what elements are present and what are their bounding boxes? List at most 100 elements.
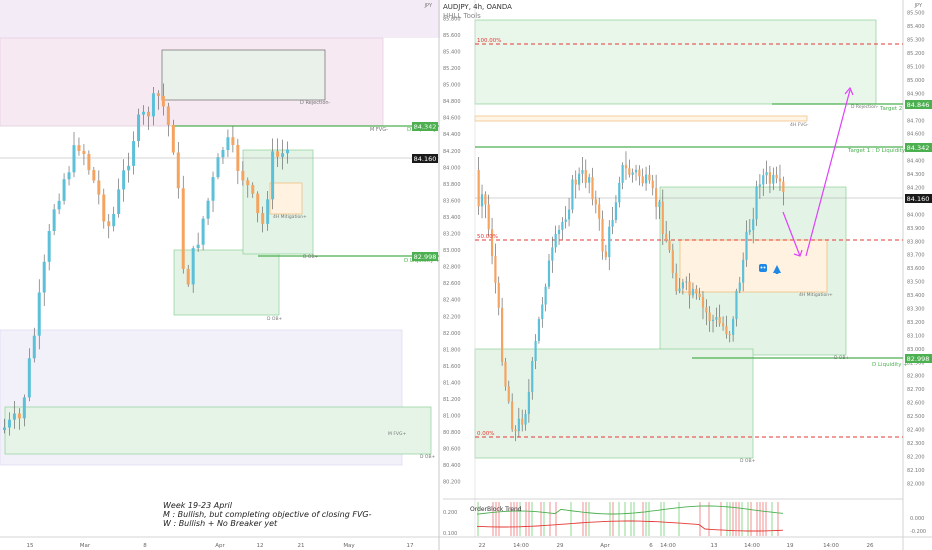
ob-trend-bar — [720, 502, 722, 536]
candle-body — [241, 170, 245, 181]
y-tick-right: 82.100 — [907, 468, 925, 474]
candle-body — [271, 151, 275, 200]
candle-body — [132, 141, 136, 166]
ob-trend-bar — [540, 502, 542, 536]
candle-body — [608, 226, 611, 258]
y-tick-right: 84.700 — [907, 118, 925, 124]
y-tick-right: 82.000 — [907, 481, 925, 487]
x-tick-right: Apr — [600, 543, 610, 549]
candle-body — [186, 268, 190, 285]
candle-body — [534, 340, 537, 361]
candle-body — [261, 213, 265, 224]
label-d-rejection-left: D Rejection- — [300, 100, 331, 106]
y-tick-right: 84.600 — [907, 132, 925, 138]
candle-body — [37, 292, 41, 336]
candle-body — [675, 272, 678, 292]
candle-body — [721, 323, 725, 327]
y-tick-left: 84.000 — [443, 165, 461, 171]
candle-body — [547, 260, 551, 287]
candle-body — [22, 397, 26, 419]
candle-body — [752, 219, 755, 231]
candle-body — [127, 165, 131, 171]
candle-body — [122, 170, 126, 190]
x-tick-right: 14:00 — [660, 543, 676, 549]
x-tick-right: 14:00 — [744, 543, 760, 549]
candle-body — [574, 179, 577, 185]
price-tag-left-82998: 82.998 — [412, 252, 438, 261]
candle-body — [196, 244, 200, 249]
ob-trend-bar — [747, 502, 749, 536]
label-fib-100: 100.00% — [477, 38, 501, 44]
y-tick-right: 82.500 — [907, 414, 925, 420]
d-ob-box-left — [173, 249, 280, 316]
candle-body — [490, 229, 494, 257]
y-tick-right: 84.200 — [907, 186, 925, 192]
candle-body — [27, 358, 31, 398]
candle-body — [276, 151, 280, 157]
x-tick-left: Mar — [80, 543, 91, 549]
y-tick-left: 83.000 — [443, 248, 461, 254]
indicator-tick-right: 0.000 — [910, 516, 924, 522]
candle-body — [507, 386, 510, 402]
candle-body — [691, 288, 695, 296]
x-tick-left: Apr — [215, 543, 225, 549]
x-tick-right: 13 — [711, 543, 718, 549]
d-rejection-box — [161, 49, 326, 101]
projection-arrow — [782, 86, 854, 257]
svg-text:84.160: 84.160 — [907, 195, 930, 203]
y-tick-left: 82.800 — [443, 265, 461, 271]
h4-mitigation-box-left — [269, 182, 303, 215]
x-tick-left: 15 — [27, 543, 34, 549]
ob-trend-bar — [645, 502, 647, 536]
ob-trend-bar — [582, 502, 584, 536]
y-tick-right: 82.400 — [907, 428, 925, 434]
x-axis-right: 22 14:00 29 Apr 6 14:00 13 14:00 19 14:00 26 0.000 -… — [479, 516, 927, 549]
ob-trend-bar — [777, 502, 779, 536]
candle-body — [181, 188, 185, 269]
candle-body — [762, 175, 765, 185]
ob-trend-bar — [771, 502, 773, 536]
ob-trend-bar — [750, 502, 752, 536]
ob-trend-bar — [495, 502, 497, 536]
d-ob-box-right-2 — [474, 348, 754, 459]
candle-body — [281, 153, 285, 157]
candle-body — [517, 418, 520, 432]
y-tick-right: 82.700 — [907, 387, 925, 393]
ob-trend-bar — [726, 502, 728, 536]
y-tick-right: 82.300 — [907, 441, 925, 447]
ob-trend-bar — [618, 502, 620, 536]
ob-trend-bar — [570, 502, 572, 536]
candle-body — [551, 247, 554, 261]
label-h4-fvg-right: 4H FVG- — [790, 122, 809, 128]
candle-body — [685, 281, 688, 283]
label-h4-mitigation-right: 4H Mitigation+ — [799, 292, 833, 298]
ob-trend-bar — [708, 502, 710, 536]
candle-body — [201, 218, 205, 245]
candle-body — [47, 231, 51, 262]
ob-trend-bar — [762, 502, 764, 536]
indicator-name: HHLL Tools — [443, 12, 481, 20]
caption-line-2: M : Bullish, but completing objective of… — [163, 510, 372, 519]
candle-body — [266, 199, 270, 224]
candle-body — [514, 429, 517, 432]
candle-body — [511, 401, 514, 430]
y-tick-left: 81.200 — [443, 397, 461, 403]
unit-label-left: JPY — [424, 3, 433, 9]
candle-body — [661, 201, 664, 234]
candle-body — [624, 165, 628, 169]
h4-mitigation-box-right — [679, 239, 828, 293]
ob-trend-bar — [510, 502, 512, 536]
y-tick-right: 85.500 — [907, 11, 925, 17]
y-tick-right: 84.300 — [907, 172, 925, 178]
candle-body — [557, 229, 561, 235]
orderblock-trend-indicator — [476, 502, 784, 536]
candle-body — [102, 194, 106, 222]
ob-trend-bar — [492, 502, 494, 536]
y-tick-left: 85.600 — [443, 33, 461, 39]
candle-body — [688, 281, 691, 296]
candle-body — [57, 200, 61, 210]
candle-body — [77, 145, 81, 151]
candle-body — [246, 180, 250, 186]
price-tag-82998: 82.998 — [905, 354, 932, 363]
